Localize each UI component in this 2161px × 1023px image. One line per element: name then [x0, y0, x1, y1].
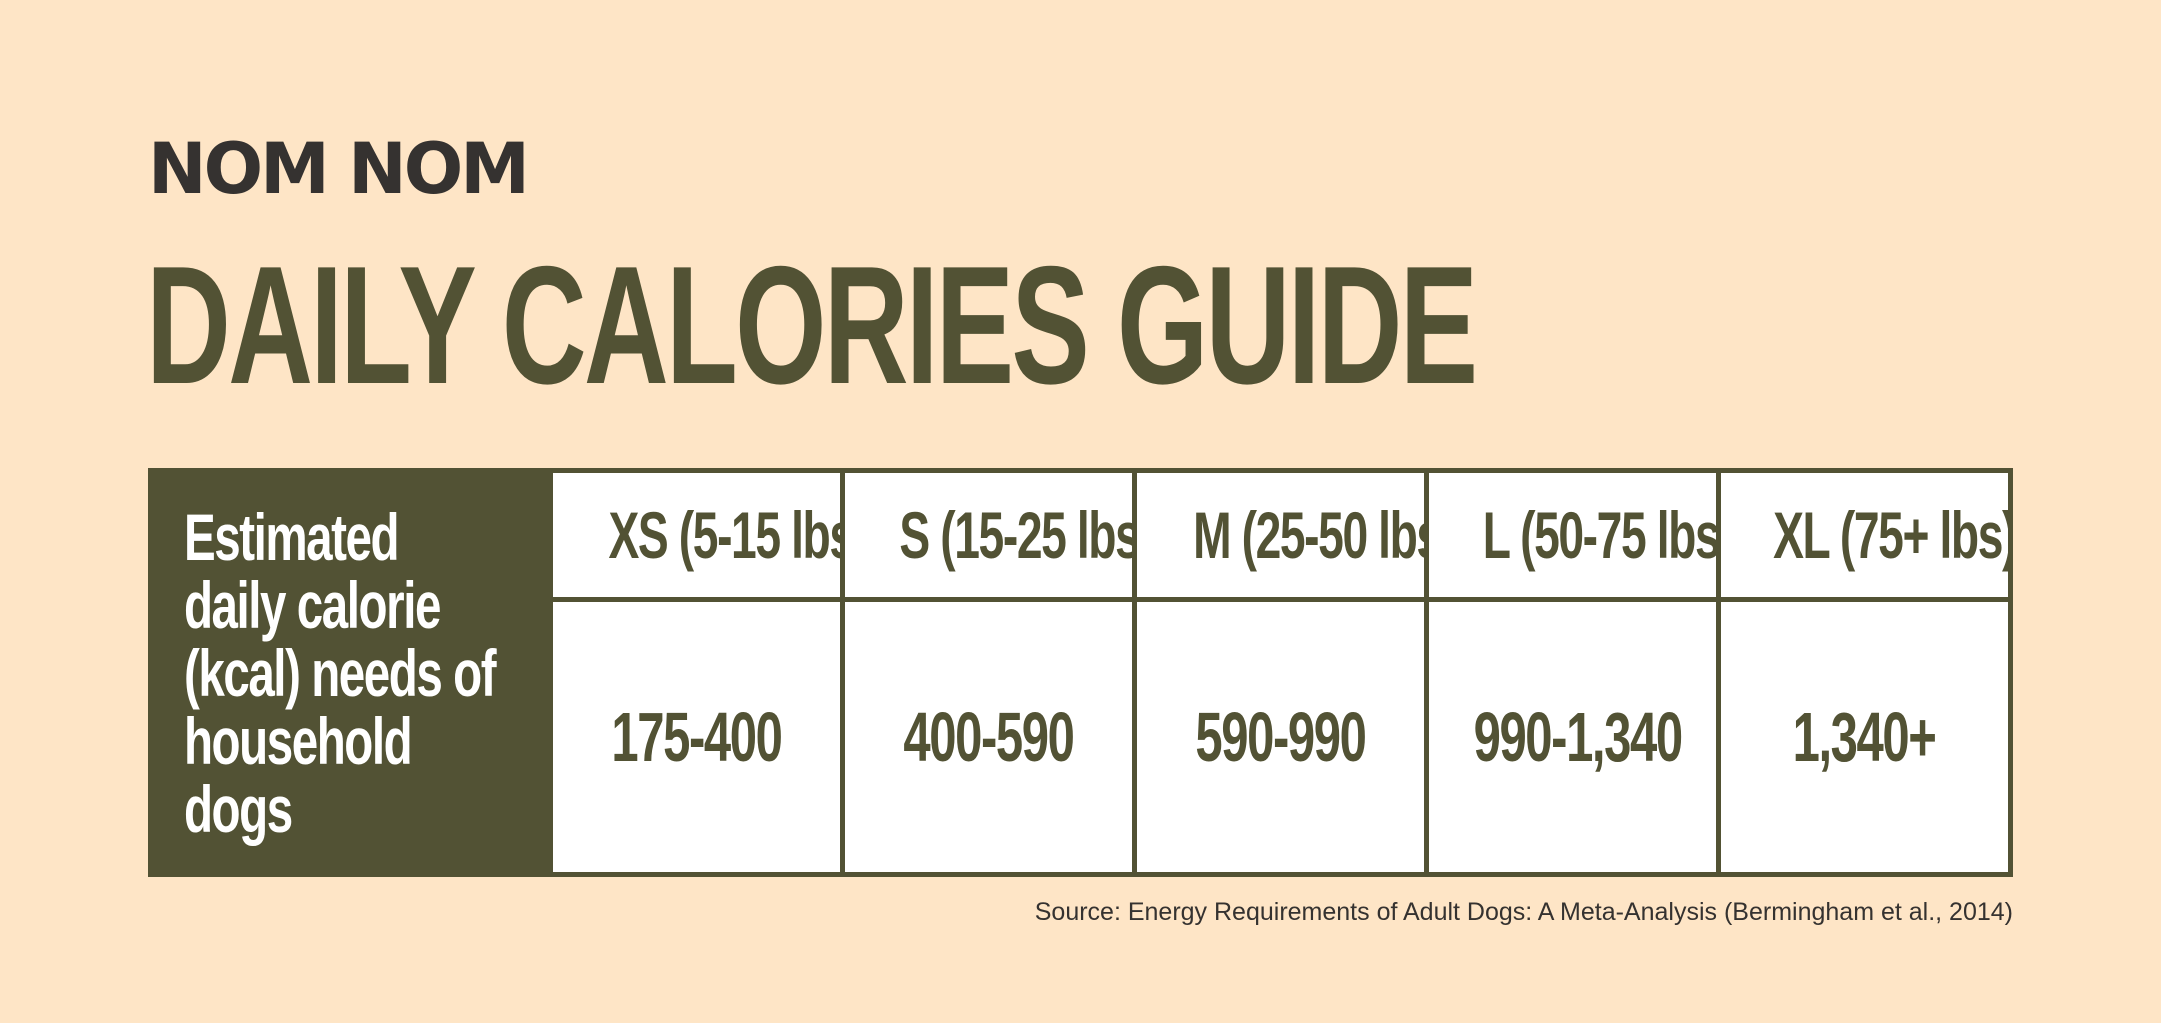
column-header-xs: XS (5-15 lbs) [548, 468, 845, 602]
calorie-value: 590-990 [1195, 698, 1366, 776]
column-header-label: S (15-25 lbs) [899, 498, 1135, 572]
brand-logo: NOM NOM [148, 128, 530, 210]
value-cell-xl: 1,340+ [1716, 597, 2013, 877]
table-value-row: 175-400 400-590 590-990 990-1,340 1,340+ [151, 597, 2013, 877]
source-citation: Source: Energy Requirements of Adult Dog… [1034, 898, 2013, 926]
calorie-value: 400-590 [903, 698, 1074, 776]
table-header-row: Estimated daily calorie (kcal) needs of … [148, 468, 2013, 877]
value-cell-m: 590-990 [1132, 597, 1429, 877]
column-header-label: L (50-75 lbs) [1482, 498, 1719, 572]
value-cell-s: 400-590 [840, 597, 1137, 877]
column-header-xl: XL (75+ lbs) [1716, 468, 2013, 602]
column-header-label: M (25-50 lbs) [1193, 498, 1421, 572]
column-header-s: S (15-25 lbs) [840, 468, 1137, 602]
value-cell-xs: 175-400 [548, 597, 845, 877]
column-header-l: L (50-75 lbs) [1424, 468, 1721, 602]
calorie-value: 990-1,340 [1473, 698, 1683, 776]
value-cell-l: 990-1,340 [1424, 597, 1721, 877]
column-header-label: XS (5-15 lbs) [608, 498, 843, 572]
calorie-value: 1,340+ [1793, 698, 1937, 776]
row-header-cell: Estimated daily calorie (kcal) needs of … [148, 468, 553, 877]
page-title: DAILY CALORIES GUIDE [146, 231, 1478, 419]
column-header-m: M (25-50 lbs) [1132, 468, 1429, 602]
column-header-label: XL (75+ lbs) [1773, 498, 2011, 572]
calorie-table: Estimated daily calorie (kcal) needs of … [148, 468, 2013, 877]
calorie-value: 175-400 [611, 698, 782, 776]
row-header-label: Estimated daily calorie (kcal) needs of … [183, 499, 497, 846]
